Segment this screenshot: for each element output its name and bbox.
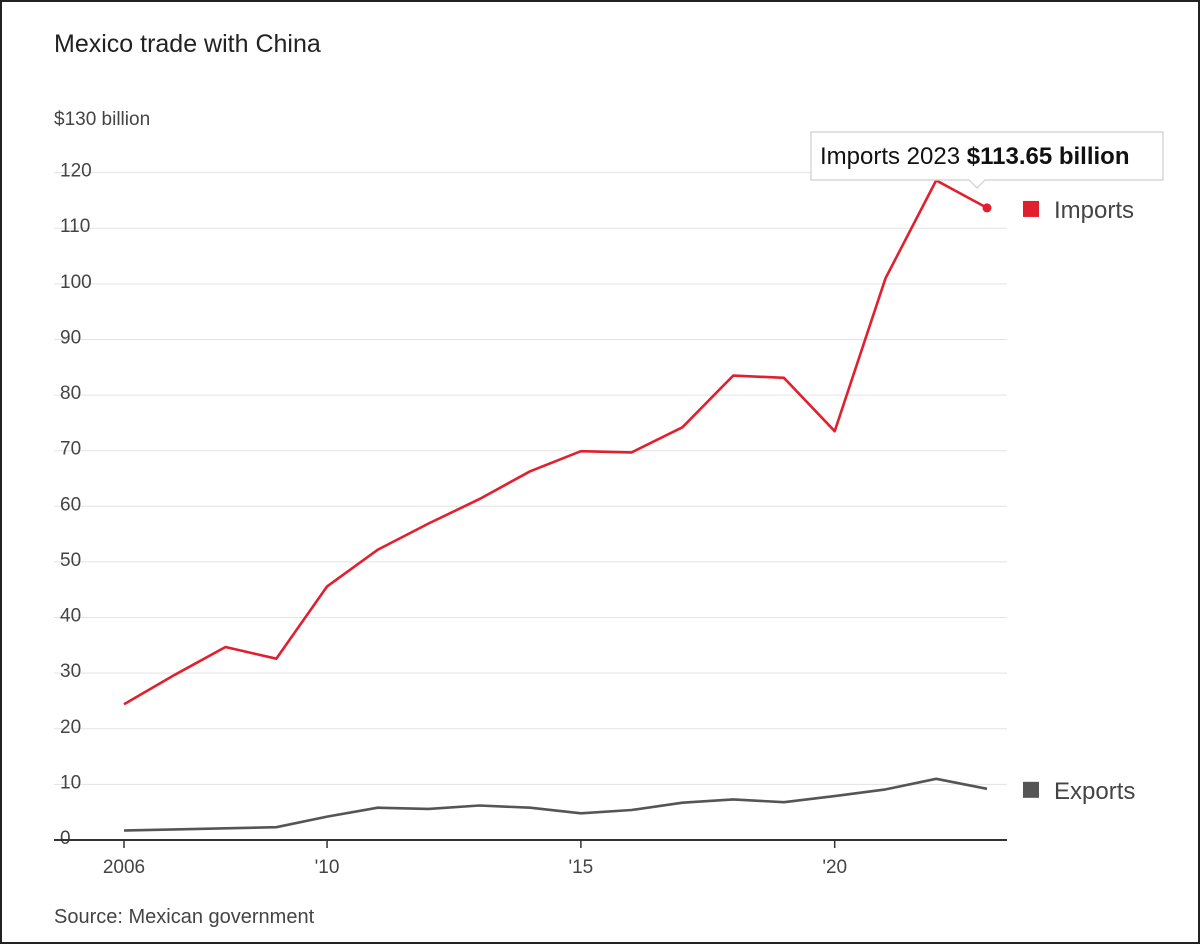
tooltip-label: Imports 2023 $113.65 billion xyxy=(820,143,1130,170)
x-tick-label-2006: 2006 xyxy=(103,857,145,878)
y-tick-label-40: 40 xyxy=(60,606,81,627)
y-tick-label-60: 60 xyxy=(60,494,81,515)
y-tick-label-50: 50 xyxy=(60,550,81,571)
tooltip-box xyxy=(810,131,1164,189)
tooltip-point-marker xyxy=(982,203,992,213)
tooltip-prefix: Imports 2023 xyxy=(820,143,967,170)
y-tick-label-80: 80 xyxy=(60,383,81,404)
y-axis-label: $130 billion xyxy=(54,109,150,130)
y-tick-label-20: 20 xyxy=(60,717,81,738)
y-tick-label-70: 70 xyxy=(60,439,81,460)
x-tick-label-2020: '20 xyxy=(822,857,847,878)
series-line-imports xyxy=(123,179,988,706)
y-tick-label-30: 30 xyxy=(60,661,81,682)
chart-title: Mexico trade with China xyxy=(54,30,321,58)
y-tick-label-120: 120 xyxy=(60,161,92,182)
legend-swatch-imports xyxy=(1023,200,1039,217)
legend-label-exports: Exports xyxy=(1054,778,1135,805)
x-tick-label-2015: '15 xyxy=(568,857,593,878)
y-tick-label-90: 90 xyxy=(60,327,81,348)
y-tick-label-0: 0 xyxy=(60,828,71,849)
y-tick-label-100: 100 xyxy=(60,272,92,293)
y-tick-label-10: 10 xyxy=(60,772,81,793)
legend-label-imports: Imports xyxy=(1054,197,1134,224)
tooltip-value: $113.65 billion xyxy=(967,143,1130,170)
series-line-exports xyxy=(123,777,988,832)
legend-swatch-exports xyxy=(1023,781,1039,798)
chart-source: Source: Mexican government xyxy=(54,906,315,928)
x-tick-label-2010: '10 xyxy=(315,857,340,878)
y-tick-label-110: 110 xyxy=(60,216,90,237)
